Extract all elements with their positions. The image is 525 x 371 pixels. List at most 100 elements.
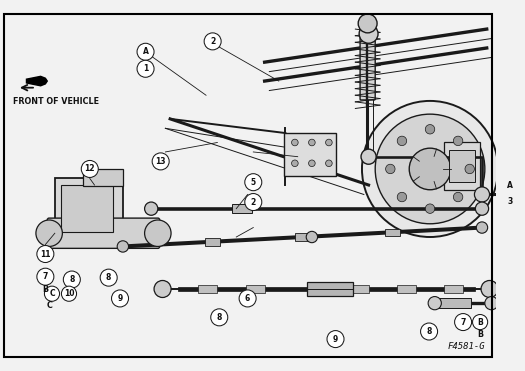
FancyBboxPatch shape xyxy=(385,229,400,236)
Circle shape xyxy=(152,153,169,170)
Text: 8: 8 xyxy=(217,313,222,322)
Text: 12: 12 xyxy=(85,164,95,174)
Text: 2: 2 xyxy=(250,197,256,207)
Circle shape xyxy=(137,60,154,77)
FancyBboxPatch shape xyxy=(307,282,352,296)
Circle shape xyxy=(45,286,59,301)
Text: B: B xyxy=(477,330,483,339)
FancyBboxPatch shape xyxy=(449,150,475,182)
Text: 2: 2 xyxy=(210,37,215,46)
Circle shape xyxy=(465,164,475,174)
Circle shape xyxy=(326,160,332,167)
FancyBboxPatch shape xyxy=(232,204,253,213)
FancyBboxPatch shape xyxy=(198,285,217,293)
Circle shape xyxy=(500,189,511,200)
Text: 13: 13 xyxy=(155,157,166,166)
Circle shape xyxy=(144,220,171,246)
FancyBboxPatch shape xyxy=(397,285,416,293)
Text: 7: 7 xyxy=(460,318,466,326)
Circle shape xyxy=(291,139,298,146)
FancyBboxPatch shape xyxy=(437,298,470,308)
Circle shape xyxy=(245,174,262,191)
FancyBboxPatch shape xyxy=(295,233,310,241)
Text: F4581-G: F4581-G xyxy=(447,342,485,351)
Polygon shape xyxy=(26,76,47,86)
Circle shape xyxy=(454,136,463,146)
Circle shape xyxy=(475,202,489,215)
Circle shape xyxy=(476,222,488,233)
Circle shape xyxy=(144,202,158,215)
Text: C: C xyxy=(49,289,55,298)
FancyBboxPatch shape xyxy=(205,238,220,246)
Circle shape xyxy=(409,148,451,190)
Circle shape xyxy=(61,286,77,301)
Circle shape xyxy=(239,290,256,307)
Circle shape xyxy=(36,220,62,246)
Circle shape xyxy=(64,271,80,288)
Text: 6: 6 xyxy=(245,294,250,303)
Circle shape xyxy=(454,192,463,202)
Circle shape xyxy=(291,160,298,167)
Circle shape xyxy=(111,290,129,307)
FancyBboxPatch shape xyxy=(246,285,265,293)
Circle shape xyxy=(425,204,435,213)
Text: A: A xyxy=(143,47,149,56)
Text: 3: 3 xyxy=(508,197,513,206)
Circle shape xyxy=(81,160,98,177)
Circle shape xyxy=(421,323,437,340)
Circle shape xyxy=(522,225,525,240)
Circle shape xyxy=(100,269,117,286)
Circle shape xyxy=(309,160,315,167)
Circle shape xyxy=(503,194,518,209)
FancyBboxPatch shape xyxy=(55,178,123,240)
Circle shape xyxy=(428,296,442,310)
FancyBboxPatch shape xyxy=(350,285,369,293)
Circle shape xyxy=(137,43,154,60)
Circle shape xyxy=(309,139,315,146)
Circle shape xyxy=(485,296,498,310)
Circle shape xyxy=(359,24,378,43)
Text: FRONT OF VEHICLE: FRONT OF VEHICLE xyxy=(13,97,99,106)
Circle shape xyxy=(326,139,332,146)
Text: 9: 9 xyxy=(333,335,338,344)
Circle shape xyxy=(397,192,407,202)
Text: 1: 1 xyxy=(143,64,148,73)
Circle shape xyxy=(245,194,262,211)
Circle shape xyxy=(37,246,54,263)
FancyBboxPatch shape xyxy=(284,133,335,175)
Circle shape xyxy=(481,280,498,298)
Text: C: C xyxy=(46,302,52,311)
Text: 11: 11 xyxy=(40,250,50,259)
Circle shape xyxy=(117,241,129,252)
Circle shape xyxy=(358,14,377,33)
Circle shape xyxy=(503,177,518,193)
Circle shape xyxy=(455,313,471,331)
Text: 8: 8 xyxy=(69,275,75,284)
Circle shape xyxy=(327,331,344,348)
Text: 8: 8 xyxy=(106,273,111,282)
Circle shape xyxy=(397,136,407,146)
Circle shape xyxy=(475,187,489,202)
Circle shape xyxy=(204,33,221,50)
Circle shape xyxy=(37,268,54,285)
Circle shape xyxy=(472,315,488,329)
Circle shape xyxy=(522,209,525,224)
Text: B: B xyxy=(43,285,48,295)
Text: 7: 7 xyxy=(43,272,48,281)
Circle shape xyxy=(211,309,228,326)
Text: 9: 9 xyxy=(118,294,123,303)
FancyBboxPatch shape xyxy=(61,185,113,232)
Text: 10: 10 xyxy=(64,289,74,298)
Circle shape xyxy=(306,232,318,243)
Text: 8: 8 xyxy=(426,327,432,336)
Text: 5: 5 xyxy=(251,178,256,187)
Circle shape xyxy=(375,114,485,224)
FancyBboxPatch shape xyxy=(444,142,480,190)
FancyBboxPatch shape xyxy=(83,169,123,186)
Circle shape xyxy=(154,280,171,298)
Circle shape xyxy=(361,149,376,164)
Circle shape xyxy=(362,101,498,237)
Circle shape xyxy=(385,164,395,174)
FancyBboxPatch shape xyxy=(444,285,463,293)
FancyBboxPatch shape xyxy=(360,23,375,100)
